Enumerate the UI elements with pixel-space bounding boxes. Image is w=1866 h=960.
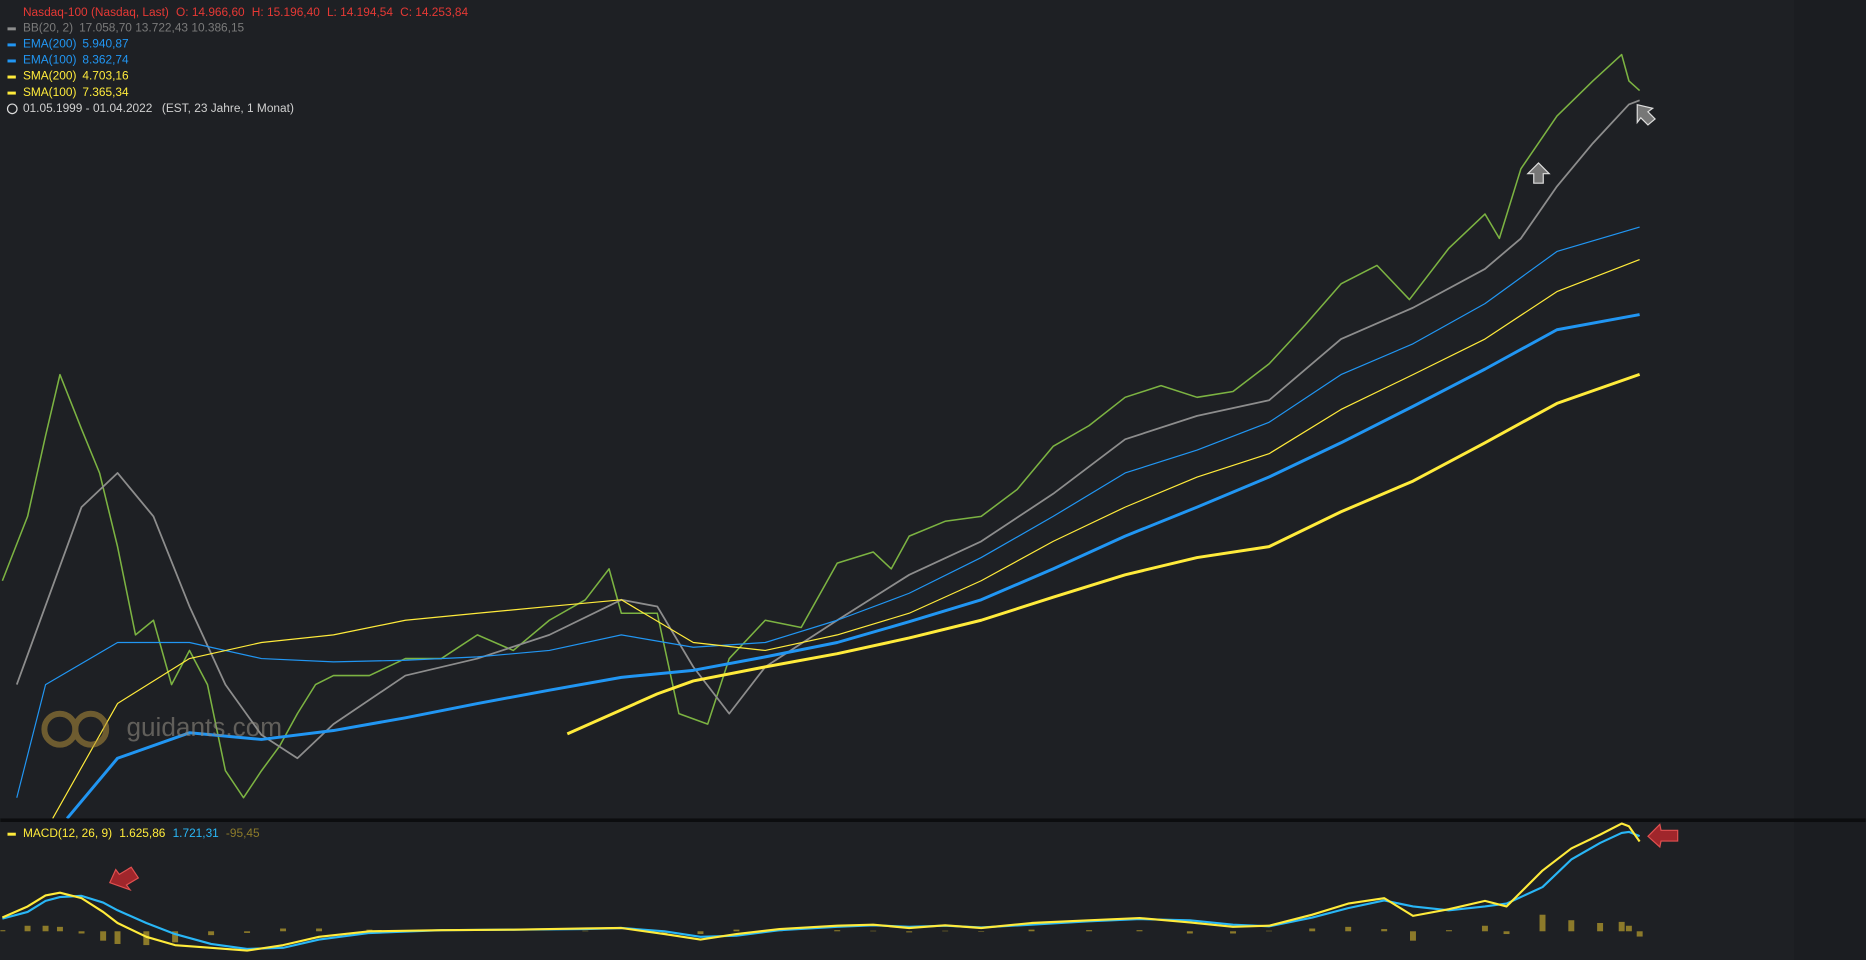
histogram-bar bbox=[942, 930, 949, 932]
histogram-bar bbox=[1136, 930, 1143, 932]
date-range-text: 01.05.1999 - 01.04.2022 bbox=[23, 101, 152, 115]
histogram-bar bbox=[661, 931, 668, 935]
legend-name: BB(20, 2) bbox=[23, 21, 73, 35]
arrow bbox=[1636, 103, 1656, 126]
indicator-line bbox=[16, 226, 1640, 798]
histogram-bar bbox=[280, 928, 287, 932]
legend: Nasdaq-100 (Nasdaq, Last) O: 14.966,60 H: … bbox=[6, 5, 469, 840]
histogram-bar bbox=[1539, 914, 1546, 932]
legend-entry: SMA(200) 4.703,16 bbox=[23, 69, 129, 83]
histogram-bar bbox=[24, 925, 31, 932]
histogram-bar bbox=[316, 928, 323, 932]
watermark-text: guidants.com bbox=[126, 712, 282, 742]
macd-plot bbox=[0, 822, 1643, 952]
histogram-bar bbox=[1618, 921, 1625, 932]
histogram-bar bbox=[870, 930, 877, 932]
clock-icon bbox=[6, 103, 18, 115]
legend-value: 8.362,74 bbox=[82, 53, 129, 67]
legend-swatch bbox=[7, 75, 16, 79]
histogram-bar bbox=[172, 931, 179, 943]
legend-value: 4.703,16 bbox=[82, 69, 129, 83]
legend-entry: EMA(100) 8.362,74 bbox=[23, 53, 129, 67]
ohlc-label: H: 15.196,40 bbox=[252, 5, 320, 19]
y-axis-area bbox=[1794, 0, 1866, 960]
histogram-bar bbox=[1636, 931, 1643, 937]
histogram-bar bbox=[733, 929, 740, 932]
histogram-bar bbox=[1266, 930, 1273, 932]
legend-name: EMA(100) bbox=[23, 53, 77, 67]
legend-entry: EMA(200) 5.940,87 bbox=[23, 37, 129, 51]
histogram-bar bbox=[1597, 922, 1604, 932]
histogram-bar bbox=[1503, 931, 1510, 935]
legend-swatch bbox=[7, 43, 16, 47]
price-plot bbox=[1, 53, 1641, 819]
legend-swatch bbox=[7, 27, 16, 31]
legend-value: 1.625,86 bbox=[119, 826, 166, 840]
legend-value: 7.365,34 bbox=[82, 85, 129, 99]
indicator-line bbox=[15, 99, 1640, 760]
legend-name: SMA(200) bbox=[23, 69, 77, 83]
histogram-bar bbox=[1481, 925, 1488, 932]
panel-separator bbox=[0, 818, 1866, 823]
histogram-bar bbox=[1309, 928, 1316, 932]
histogram-bar bbox=[834, 930, 841, 932]
histogram-bar bbox=[1445, 930, 1452, 932]
price-line bbox=[1, 53, 1641, 799]
histogram-bar bbox=[1345, 926, 1352, 932]
histogram-bar bbox=[1086, 930, 1093, 932]
histogram-bar bbox=[1381, 929, 1388, 932]
arrow bbox=[1647, 823, 1679, 849]
histogram-bar bbox=[100, 931, 107, 941]
histogram-bar bbox=[244, 931, 251, 933]
macd-legend: MACD(12, 26, 9) 1.625,86 1.721,31 -95,45 bbox=[23, 826, 260, 840]
indicator-line bbox=[65, 313, 1640, 819]
ohlc-label: O: 14.966,60 bbox=[176, 5, 245, 19]
histogram-bar bbox=[1186, 931, 1193, 934]
macd-line bbox=[1, 822, 1641, 952]
legend-swatch bbox=[7, 59, 16, 63]
date-range: 01.05.1999 - 01.04.2022 (EST, 23 Jahre, 1… bbox=[23, 101, 294, 115]
legend-swatch bbox=[7, 91, 16, 95]
legend-value: 5.940,87 bbox=[82, 37, 128, 51]
date-range-note: (EST, 23 Jahre, 1 Monat) bbox=[162, 101, 294, 115]
histogram-bar bbox=[0, 930, 6, 932]
histogram-bar bbox=[1409, 931, 1416, 941]
legend-value: -95,45 bbox=[226, 826, 260, 840]
legend-name: SMA(100) bbox=[23, 85, 77, 99]
histogram-bar bbox=[42, 925, 49, 932]
histogram-bar bbox=[208, 931, 215, 936]
legend-swatch bbox=[7, 832, 16, 836]
ohlc-label: L: 14.194,54 bbox=[327, 5, 393, 19]
histogram-bar bbox=[978, 931, 985, 932]
legend-name: MACD(12, 26, 9) bbox=[23, 826, 112, 840]
ohlc-label: C: 14.253,84 bbox=[400, 5, 468, 19]
watermark-logo bbox=[41, 710, 110, 748]
histogram-bar bbox=[582, 930, 589, 932]
legend-title: Nasdaq-100 (Nasdaq, Last) O: 14.966,60 H: … bbox=[23, 5, 469, 19]
histogram-bar bbox=[1568, 920, 1575, 932]
histogram-bar bbox=[114, 931, 121, 944]
histogram-bar bbox=[78, 931, 85, 934]
legend-title-text: Nasdaq-100 (Nasdaq, Last) bbox=[23, 5, 169, 19]
legend-value: 17.058,70 13.722,43 10.386,15 bbox=[79, 21, 244, 35]
histogram-bar bbox=[1028, 929, 1035, 932]
legend-name: EMA(200) bbox=[23, 37, 77, 51]
histogram-bar bbox=[697, 931, 704, 935]
histogram-bar bbox=[1625, 925, 1632, 932]
histogram-bar bbox=[56, 926, 63, 932]
legend-entry: BB(20, 2) 17.058,70 13.722,43 10.386,15 bbox=[23, 21, 245, 35]
histogram-bar bbox=[143, 931, 150, 946]
indicator-line bbox=[566, 372, 1641, 736]
histogram-bar bbox=[906, 931, 913, 933]
arrow bbox=[108, 866, 140, 892]
indicator-line bbox=[52, 259, 1640, 819]
arrow bbox=[1526, 162, 1551, 184]
legend-entry: SMA(100) 7.365,34 bbox=[23, 85, 129, 99]
histogram-bar bbox=[1230, 931, 1237, 934]
legend-value: 1.721,31 bbox=[173, 826, 220, 840]
